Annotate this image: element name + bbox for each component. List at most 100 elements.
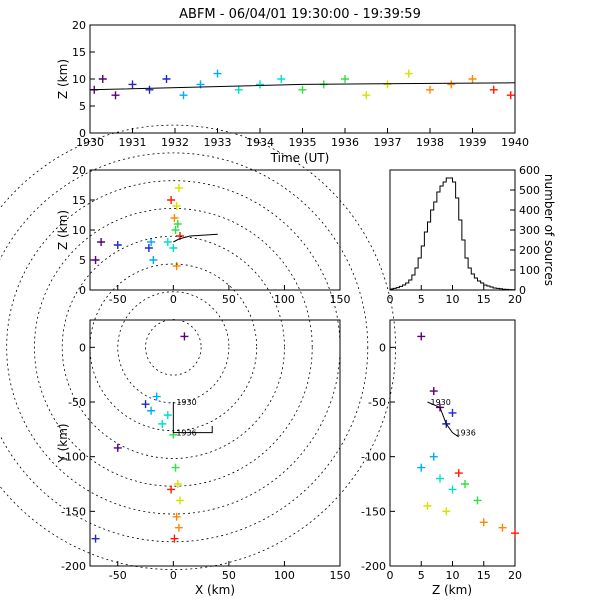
source-point bbox=[473, 496, 482, 505]
source-point bbox=[162, 75, 171, 83]
y-tick-label: -200 bbox=[61, 560, 86, 573]
source-point bbox=[173, 220, 182, 228]
source-point bbox=[448, 408, 457, 417]
x-tick-label: 1937 bbox=[374, 136, 402, 149]
y-tick-label: 20 bbox=[72, 19, 86, 32]
source-point bbox=[169, 244, 178, 252]
trend-line bbox=[89, 82, 516, 91]
source-point bbox=[141, 400, 150, 409]
source-point bbox=[174, 184, 183, 192]
source-point bbox=[417, 332, 426, 341]
source-point bbox=[98, 75, 107, 83]
x-tick-label: 1930 bbox=[76, 136, 104, 149]
y-tick-label: 300 bbox=[519, 224, 540, 237]
x-tick-label: 1931 bbox=[119, 136, 147, 149]
histogram-y-label: number of sources bbox=[542, 174, 556, 286]
y-tick-label: 100 bbox=[519, 264, 540, 277]
x-tick-label: 10 bbox=[446, 293, 460, 306]
source-point bbox=[179, 91, 188, 100]
y-tick-label: 15 bbox=[72, 194, 86, 207]
range-ring bbox=[61, 235, 285, 459]
x-tick-label: 0 bbox=[387, 293, 394, 306]
y-tick-label: -50 bbox=[368, 396, 386, 409]
source-point bbox=[145, 85, 154, 94]
x-tick-label: 50 bbox=[222, 569, 236, 582]
source-point bbox=[506, 91, 515, 100]
x-tick-label: 1935 bbox=[289, 136, 317, 149]
trend-line bbox=[427, 401, 460, 438]
y-tick-label: 0 bbox=[79, 341, 86, 354]
source-point bbox=[174, 523, 183, 532]
xz-panel-y-label: Z (km) bbox=[56, 210, 70, 250]
source-point bbox=[171, 226, 180, 234]
x-tick-label: 0 bbox=[170, 569, 177, 582]
source-point bbox=[128, 80, 137, 89]
x-tick-label: 5 bbox=[418, 293, 425, 306]
y-tick-label: 10 bbox=[72, 73, 86, 86]
y-tick-label: 400 bbox=[519, 204, 540, 217]
y-tick-label: 20 bbox=[72, 164, 86, 177]
source-point bbox=[447, 80, 456, 89]
source-point bbox=[163, 238, 172, 246]
source-point bbox=[277, 75, 286, 83]
histogram-step bbox=[389, 177, 516, 291]
time-annotation: 1930 bbox=[431, 398, 451, 407]
source-point bbox=[256, 80, 264, 89]
source-point bbox=[149, 256, 158, 264]
z-y-panel bbox=[389, 319, 516, 567]
trend-line bbox=[172, 402, 213, 434]
x-tick-label: 1933 bbox=[204, 136, 232, 149]
range-ring bbox=[0, 152, 369, 543]
source-point bbox=[147, 406, 156, 415]
y-tick-label: 200 bbox=[519, 244, 540, 257]
source-point bbox=[417, 463, 426, 472]
source-point bbox=[234, 85, 243, 94]
source-point bbox=[170, 214, 179, 222]
source-point bbox=[91, 256, 100, 264]
source-point bbox=[113, 241, 122, 249]
source-point bbox=[172, 512, 181, 521]
x-tick-label: 0 bbox=[170, 293, 177, 306]
x-tick-label: 100 bbox=[274, 293, 295, 306]
y-tick-label: 10 bbox=[72, 224, 86, 237]
source-point bbox=[341, 75, 349, 83]
plan-view-panel bbox=[89, 319, 341, 567]
time-axis-label: Time (UT) bbox=[270, 151, 330, 165]
y-tick-label: 0 bbox=[379, 341, 386, 354]
x-tick-label: 5 bbox=[418, 569, 425, 582]
x-tick-label: 1939 bbox=[459, 136, 487, 149]
source-point bbox=[468, 75, 477, 83]
time-annotation: 1936 bbox=[456, 429, 476, 438]
y-tick-label: 0 bbox=[79, 127, 86, 140]
source-point bbox=[176, 496, 184, 505]
time-annotation: 1930 bbox=[176, 398, 196, 407]
x-tick-label: 150 bbox=[330, 293, 351, 306]
time-annotation: 1936 bbox=[176, 429, 196, 438]
y-tick-label: 500 bbox=[519, 184, 540, 197]
source-point bbox=[498, 523, 507, 532]
range-ring bbox=[145, 319, 202, 376]
source-point bbox=[436, 474, 444, 483]
source-point bbox=[111, 91, 120, 100]
source-point bbox=[511, 529, 519, 538]
source-point bbox=[158, 419, 167, 428]
x-tick-label: 20 bbox=[508, 569, 522, 582]
x-tick-label: 1938 bbox=[416, 136, 444, 149]
range-ring bbox=[34, 208, 313, 487]
source-point bbox=[461, 480, 469, 488]
x-tick-label: 10 bbox=[446, 569, 460, 582]
source-point bbox=[113, 443, 122, 452]
source-point bbox=[173, 480, 182, 488]
source-point bbox=[144, 244, 153, 252]
source-point bbox=[489, 85, 498, 94]
x-tick-label: 150 bbox=[330, 569, 351, 582]
trend-line bbox=[173, 233, 218, 243]
y-tick-label: -150 bbox=[61, 505, 86, 518]
x-tick-label: 50 bbox=[222, 293, 236, 306]
source-point bbox=[170, 534, 179, 543]
x-z-panel bbox=[89, 169, 341, 291]
source-point bbox=[426, 85, 434, 94]
plan-view-x-label: X (km) bbox=[195, 583, 235, 597]
